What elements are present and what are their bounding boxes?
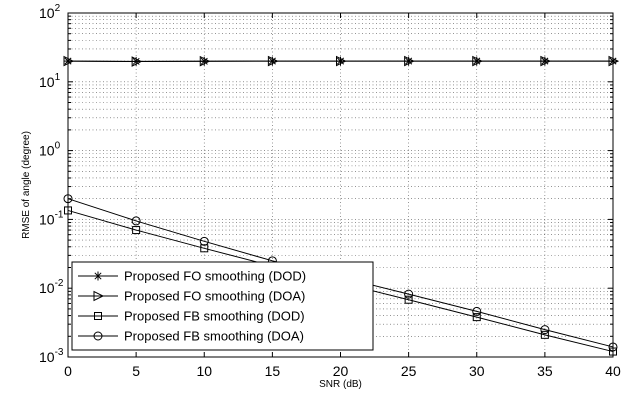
marker-triangle — [199, 55, 211, 67]
marker-square — [94, 312, 102, 320]
y-tick-labels: 10-3 10-2 10-1 100 101 102 — [39, 3, 64, 365]
x-tick-label: 5 — [132, 363, 140, 379]
marker-circle — [93, 331, 103, 341]
marker-star — [93, 271, 103, 281]
x-tick-label: 30 — [469, 363, 485, 379]
marker-triangle — [472, 55, 483, 67]
marker-circle — [199, 236, 209, 246]
x-tick-label: 0 — [64, 363, 72, 379]
legend-label: Proposed FB smoothing (DOD) — [124, 309, 305, 324]
legend-label: Proposed FO smoothing (DOA) — [124, 289, 305, 304]
marker-triangle — [540, 55, 551, 67]
grid — [68, 13, 613, 357]
x-axis-label: SNR (dB) — [319, 379, 362, 390]
x-tick-label: 15 — [265, 363, 281, 379]
x-tick-label: 10 — [196, 363, 212, 379]
legend-entry-1: Proposed FO smoothing (DOD) — [78, 269, 306, 284]
y-tick-label: 10-1 — [39, 209, 64, 227]
marker-circle — [472, 306, 482, 316]
marker-star-stroke — [94, 272, 102, 280]
y-tick-label: 101 — [39, 72, 61, 90]
y-tick-label: 10-2 — [39, 278, 64, 296]
x-tick-labels: 0 5 10 15 20 25 30 35 40 — [64, 363, 621, 379]
y-tick-label: 10-3 — [39, 347, 64, 365]
legend-box — [71, 261, 374, 351]
x-tick-label: 35 — [537, 363, 553, 379]
legend-entry-4: Proposed FB smoothing (DOA) — [78, 329, 304, 344]
x-tick-label: 20 — [333, 363, 349, 379]
marker-circle — [404, 289, 414, 299]
x-tick-label: 25 — [401, 363, 417, 379]
series-2 — [63, 55, 620, 67]
legend-label: Proposed FO smoothing (DOD) — [124, 269, 306, 284]
marker-circle — [540, 325, 550, 335]
y-axis-label: RMSE of angle (degree) — [21, 131, 32, 239]
legend-entry-2: Proposed FO smoothing (DOA) — [78, 289, 305, 304]
legend-label: Proposed FB smoothing (DOA) — [124, 329, 304, 344]
marker-triangle — [336, 55, 347, 67]
marker-triangle — [131, 56, 143, 67]
marker-square — [540, 330, 549, 339]
tick-marks — [67, 12, 614, 358]
marker-triangle — [93, 290, 105, 302]
marker-square — [472, 313, 481, 322]
marker-square — [404, 295, 413, 304]
y-tick-label: 100 — [39, 141, 61, 159]
marker-triangle — [404, 55, 415, 67]
marker-square — [200, 244, 209, 253]
marker-circle — [131, 216, 141, 226]
legend: Proposed FO smoothing (DOD) Proposed FO s… — [71, 261, 374, 351]
x-tick-label: 40 — [605, 363, 621, 379]
y-tick-label: 102 — [39, 3, 61, 21]
legend-entry-3: Proposed FB smoothing (DOD) — [78, 309, 305, 324]
marker-triangle — [267, 55, 279, 67]
series-layer — [63, 55, 620, 356]
marker-square — [132, 226, 141, 235]
